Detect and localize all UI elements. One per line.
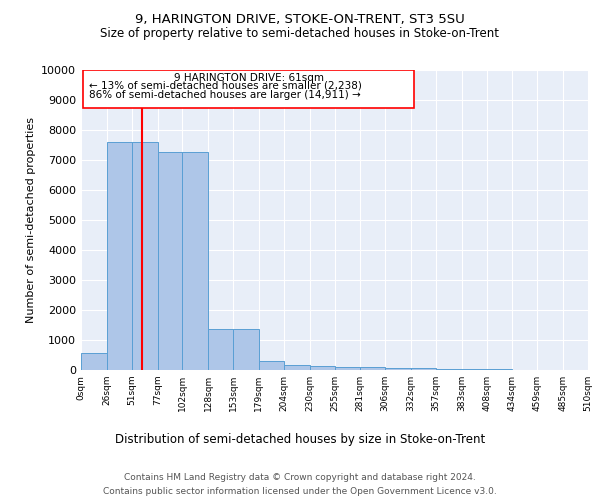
Bar	[182, 152, 208, 370]
Bar	[132, 142, 158, 370]
Bar	[361, 368, 385, 370]
Text: ← 13% of semi-detached houses are smaller (2,238): ← 13% of semi-detached houses are smalle…	[89, 80, 362, 90]
Bar	[462, 369, 487, 370]
Text: 86% of semi-detached houses are larger (14,911) →: 86% of semi-detached houses are larger (…	[89, 90, 361, 100]
Bar	[310, 366, 335, 370]
Bar	[208, 329, 233, 370]
Bar	[158, 152, 182, 370]
Text: Distribution of semi-detached houses by size in Stoke-on-Trent: Distribution of semi-detached houses by …	[115, 432, 485, 446]
Y-axis label: Number of semi-detached properties: Number of semi-detached properties	[26, 117, 35, 323]
Text: 9 HARINGTON DRIVE: 61sqm: 9 HARINGTON DRIVE: 61sqm	[173, 73, 323, 83]
Bar	[335, 367, 361, 370]
Text: Contains public sector information licensed under the Open Government Licence v3: Contains public sector information licen…	[103, 488, 497, 496]
Bar	[107, 142, 132, 370]
Bar	[233, 329, 259, 370]
Bar	[411, 368, 436, 370]
Bar	[385, 368, 411, 370]
Bar	[259, 360, 284, 370]
Bar	[81, 353, 107, 370]
Text: Contains HM Land Registry data © Crown copyright and database right 2024.: Contains HM Land Registry data © Crown c…	[124, 472, 476, 482]
Text: 9, HARINGTON DRIVE, STOKE-ON-TRENT, ST3 5SU: 9, HARINGTON DRIVE, STOKE-ON-TRENT, ST3 …	[135, 12, 465, 26]
Bar	[284, 365, 310, 370]
Text: Size of property relative to semi-detached houses in Stoke-on-Trent: Size of property relative to semi-detach…	[101, 28, 499, 40]
FancyBboxPatch shape	[83, 70, 414, 108]
Bar	[487, 369, 512, 370]
Bar	[436, 368, 462, 370]
